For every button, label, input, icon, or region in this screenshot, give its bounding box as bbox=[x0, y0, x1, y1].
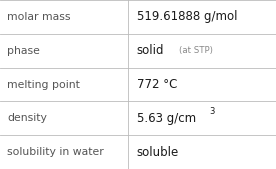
Text: molar mass: molar mass bbox=[7, 12, 70, 22]
Text: 772 °C: 772 °C bbox=[137, 78, 177, 91]
Text: phase: phase bbox=[7, 46, 40, 56]
Text: solid: solid bbox=[137, 44, 164, 57]
Text: density: density bbox=[7, 113, 47, 123]
Text: 5.63 g/cm: 5.63 g/cm bbox=[137, 112, 196, 125]
Text: 519.61888 g/mol: 519.61888 g/mol bbox=[137, 10, 237, 23]
Text: (at STP): (at STP) bbox=[179, 46, 213, 55]
Text: soluble: soluble bbox=[137, 146, 179, 159]
Text: 3: 3 bbox=[210, 107, 215, 116]
Text: melting point: melting point bbox=[7, 79, 80, 90]
Text: solubility in water: solubility in water bbox=[7, 147, 104, 157]
